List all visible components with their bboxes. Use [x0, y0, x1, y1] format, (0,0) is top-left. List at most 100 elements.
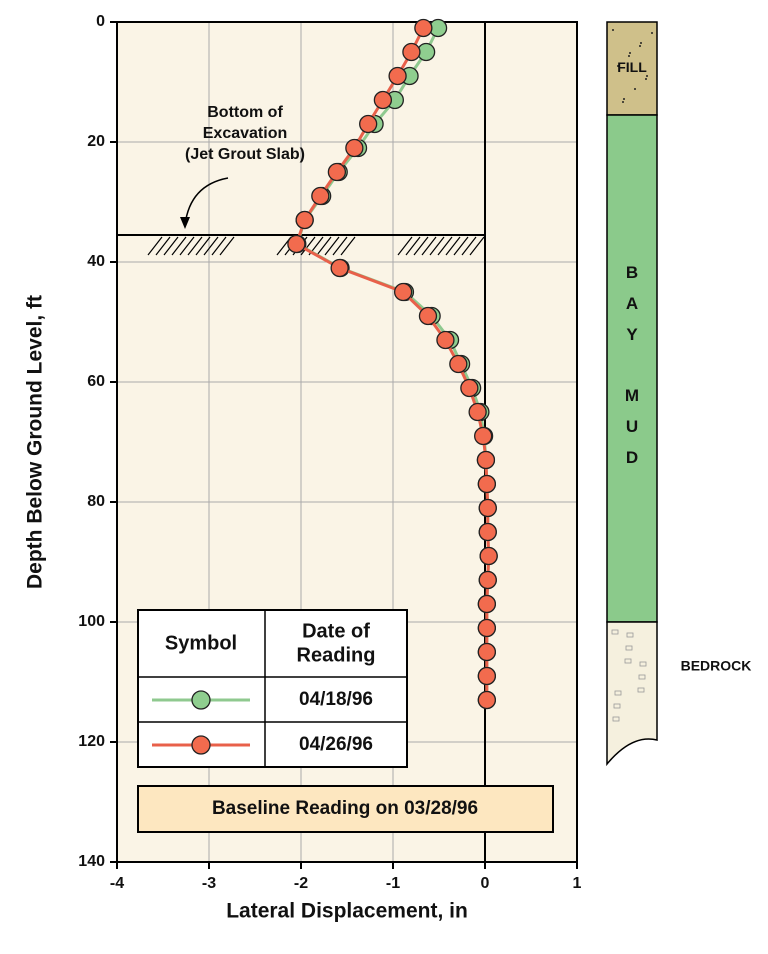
soil-grain	[637, 687, 645, 693]
hatch	[453, 236, 469, 256]
y-axis-title: Depth Below Ground Level, ft	[24, 295, 47, 589]
data-point	[477, 642, 496, 662]
plot-frame	[116, 21, 578, 863]
x-tick-label: -4	[110, 875, 124, 892]
hatch	[324, 236, 340, 256]
hatch	[469, 236, 485, 256]
hatch	[397, 236, 413, 256]
data-point	[373, 90, 393, 110]
legend-marker	[191, 735, 211, 755]
x-axis-title: Lateral Displacement, in	[226, 900, 468, 923]
data-point	[460, 378, 479, 398]
hatch	[203, 236, 219, 256]
legend-header: Date of	[302, 620, 370, 642]
hatch	[461, 236, 477, 256]
soil-grain	[614, 690, 622, 696]
hatch	[405, 236, 421, 256]
soil-dot	[622, 101, 624, 103]
legend-label: 04/18/96	[299, 689, 373, 710]
annotation: Bottom of	[207, 104, 283, 121]
soil-layer	[606, 21, 658, 116]
hatch	[340, 236, 356, 256]
annotation: Excavation	[203, 125, 287, 142]
hatch	[147, 236, 163, 256]
soil-dot	[651, 32, 653, 34]
data-point	[388, 66, 407, 86]
hatch	[187, 236, 203, 256]
legend-box	[137, 609, 408, 768]
note: Baseline Reading on 03/28/96	[212, 798, 478, 819]
annotation: (Jet Grout Slab)	[185, 146, 305, 163]
soil-dot	[639, 45, 641, 47]
soil-grain	[638, 674, 646, 680]
data-point	[478, 570, 497, 590]
data-point	[477, 474, 496, 494]
data-point	[287, 234, 306, 254]
hatch	[195, 236, 211, 256]
note-box	[137, 785, 554, 833]
soil-dot	[640, 42, 642, 44]
data-point	[345, 138, 364, 158]
legend-header: Symbol	[165, 632, 237, 654]
soil-dot	[617, 65, 619, 67]
soil-dot	[623, 98, 625, 100]
data-point	[327, 162, 347, 182]
arrow-head	[180, 217, 190, 229]
soil-grain	[612, 716, 620, 722]
hatch	[155, 236, 171, 256]
soil-grain	[613, 703, 621, 709]
data-point	[478, 522, 497, 542]
soil-label: BEDROCK	[681, 658, 752, 674]
y-tick-label: 120	[78, 733, 105, 750]
y-tick-label: 0	[96, 13, 105, 30]
soil-grain	[624, 658, 632, 664]
soil-label: Y	[626, 325, 638, 344]
hatch	[316, 236, 332, 256]
soil-dot	[629, 52, 631, 54]
x-tick-label: -2	[294, 875, 308, 892]
y-tick-label: 20	[87, 133, 105, 150]
data-point	[393, 282, 413, 302]
data-point	[436, 330, 455, 350]
soil-grain	[611, 629, 619, 635]
data-point	[477, 690, 496, 710]
soil-dot	[612, 29, 614, 31]
hatch	[211, 236, 227, 256]
x-tick-label: -3	[202, 875, 216, 892]
soil-label: A	[626, 294, 638, 313]
data-point	[449, 354, 468, 374]
hatch	[437, 236, 453, 256]
hatch	[171, 236, 187, 256]
legend-header: Reading	[297, 644, 376, 666]
y-tick-label: 140	[78, 853, 105, 870]
data-point	[330, 258, 349, 278]
data-point	[402, 42, 421, 62]
data-point	[478, 498, 497, 518]
soil-dot	[634, 88, 636, 90]
data-point	[359, 114, 378, 134]
hatch	[179, 236, 195, 256]
soil-grain	[625, 645, 633, 651]
y-tick-label: 100	[78, 613, 105, 630]
soil-label: FILL	[617, 59, 647, 75]
soil-label: D	[626, 448, 638, 467]
data-point	[468, 402, 487, 422]
data-point	[477, 618, 496, 638]
soil-grain	[639, 661, 647, 667]
soil-grain	[626, 632, 634, 638]
hatch	[413, 236, 429, 256]
data-point	[476, 450, 496, 470]
hatch	[445, 236, 461, 256]
data-point	[477, 594, 496, 614]
hatch	[219, 236, 235, 256]
data-point	[479, 546, 498, 566]
y-tick-label: 80	[87, 493, 105, 510]
x-tick-label: 0	[481, 875, 490, 892]
soil-label: B	[626, 263, 638, 282]
hatch	[163, 236, 179, 256]
legend-marker	[191, 690, 211, 710]
hatch	[421, 236, 437, 256]
data-point	[477, 666, 496, 686]
